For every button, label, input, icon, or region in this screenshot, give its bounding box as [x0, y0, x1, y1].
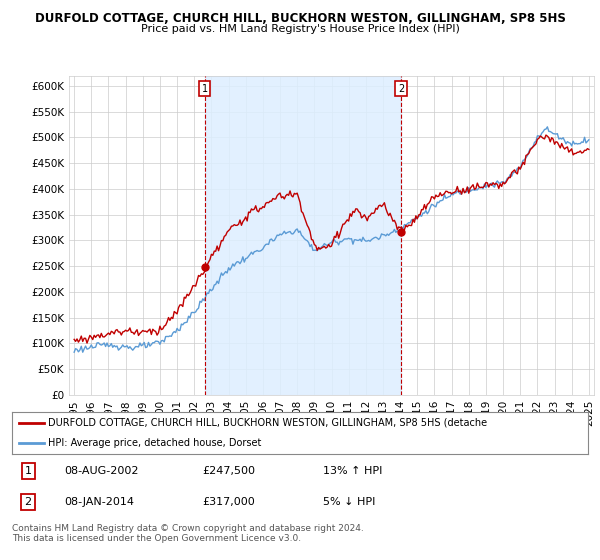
Text: £317,000: £317,000 — [202, 497, 255, 507]
Text: 2: 2 — [398, 83, 404, 94]
Text: 5% ↓ HPI: 5% ↓ HPI — [323, 497, 376, 507]
Text: 08-AUG-2002: 08-AUG-2002 — [64, 466, 139, 476]
Text: HPI: Average price, detached house, Dorset: HPI: Average price, detached house, Dors… — [48, 438, 261, 448]
Text: £247,500: £247,500 — [202, 466, 255, 476]
Bar — [205, 76, 401, 395]
Text: Price paid vs. HM Land Registry's House Price Index (HPI): Price paid vs. HM Land Registry's House … — [140, 24, 460, 34]
Text: DURFOLD COTTAGE, CHURCH HILL, BUCKHORN WESTON, GILLINGHAM, SP8 5HS: DURFOLD COTTAGE, CHURCH HILL, BUCKHORN W… — [35, 12, 565, 25]
Text: Contains HM Land Registry data © Crown copyright and database right 2024.
This d: Contains HM Land Registry data © Crown c… — [12, 524, 364, 543]
Text: 1: 1 — [25, 466, 32, 476]
Text: 08-JAN-2014: 08-JAN-2014 — [64, 497, 134, 507]
Text: 13% ↑ HPI: 13% ↑ HPI — [323, 466, 382, 476]
Text: 2: 2 — [25, 497, 32, 507]
Text: 1: 1 — [202, 83, 208, 94]
Text: DURFOLD COTTAGE, CHURCH HILL, BUCKHORN WESTON, GILLINGHAM, SP8 5HS (detache: DURFOLD COTTAGE, CHURCH HILL, BUCKHORN W… — [48, 418, 487, 428]
